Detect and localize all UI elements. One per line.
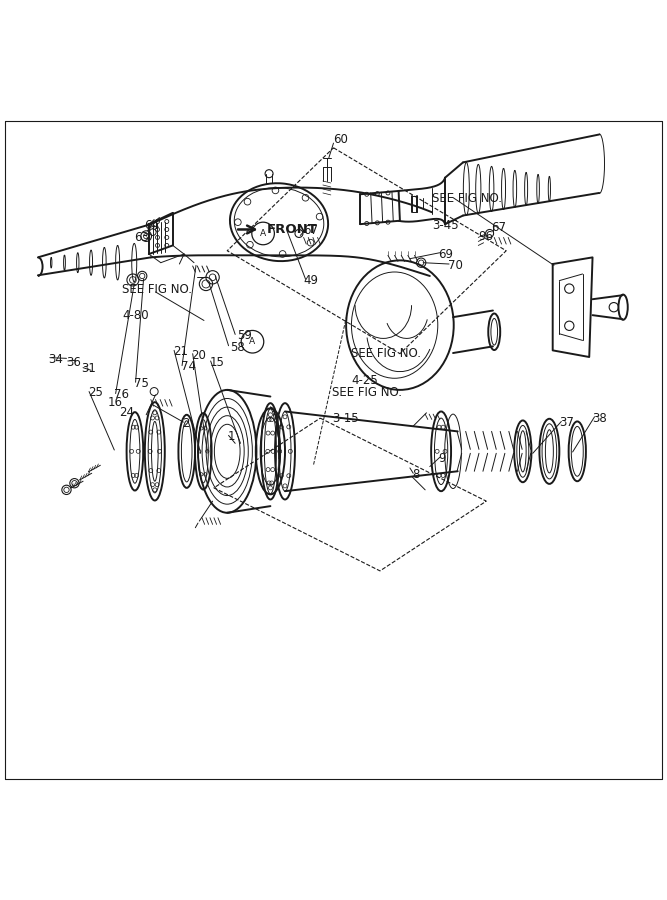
Text: 58: 58	[231, 340, 245, 354]
Text: SEE FIG NO.: SEE FIG NO.	[352, 347, 422, 360]
Text: FRONT: FRONT	[267, 223, 318, 236]
Text: 2: 2	[182, 417, 189, 430]
Text: 4-25: 4-25	[352, 374, 378, 387]
Text: 15: 15	[209, 356, 224, 369]
Text: 76: 76	[114, 389, 129, 401]
Text: 37: 37	[560, 416, 574, 428]
Text: 24: 24	[119, 406, 135, 419]
Text: 69: 69	[438, 248, 454, 261]
Text: 9: 9	[438, 452, 446, 465]
Text: 74: 74	[181, 361, 195, 374]
Text: 96: 96	[478, 230, 494, 243]
Text: 49: 49	[303, 274, 319, 287]
Text: 34: 34	[48, 353, 63, 365]
Text: 20: 20	[191, 348, 205, 362]
Text: SEE FIG NO.: SEE FIG NO.	[432, 193, 502, 205]
Text: A: A	[249, 338, 255, 346]
Text: SEE FIG NO.: SEE FIG NO.	[122, 283, 192, 296]
Text: 60: 60	[334, 133, 348, 147]
Text: SEE FIG NO.: SEE FIG NO.	[332, 386, 402, 399]
Text: 67: 67	[303, 224, 319, 238]
Text: 3-15: 3-15	[332, 412, 359, 426]
Text: 38: 38	[592, 411, 607, 425]
Text: 64: 64	[144, 219, 159, 232]
Text: A: A	[260, 229, 266, 238]
Text: 3-45: 3-45	[432, 219, 458, 232]
Text: 1: 1	[227, 430, 235, 443]
Text: 25: 25	[88, 386, 103, 400]
Text: 4-80: 4-80	[122, 310, 149, 322]
Text: 67: 67	[492, 221, 506, 234]
Text: 59: 59	[237, 329, 252, 342]
Text: 21: 21	[173, 346, 187, 358]
Text: 31: 31	[81, 363, 96, 375]
Text: 8: 8	[412, 468, 420, 482]
Text: 70: 70	[448, 259, 463, 272]
Text: 16: 16	[107, 396, 123, 409]
Text: 36: 36	[67, 356, 81, 369]
Text: 75: 75	[134, 377, 149, 390]
Text: 63: 63	[134, 231, 149, 244]
